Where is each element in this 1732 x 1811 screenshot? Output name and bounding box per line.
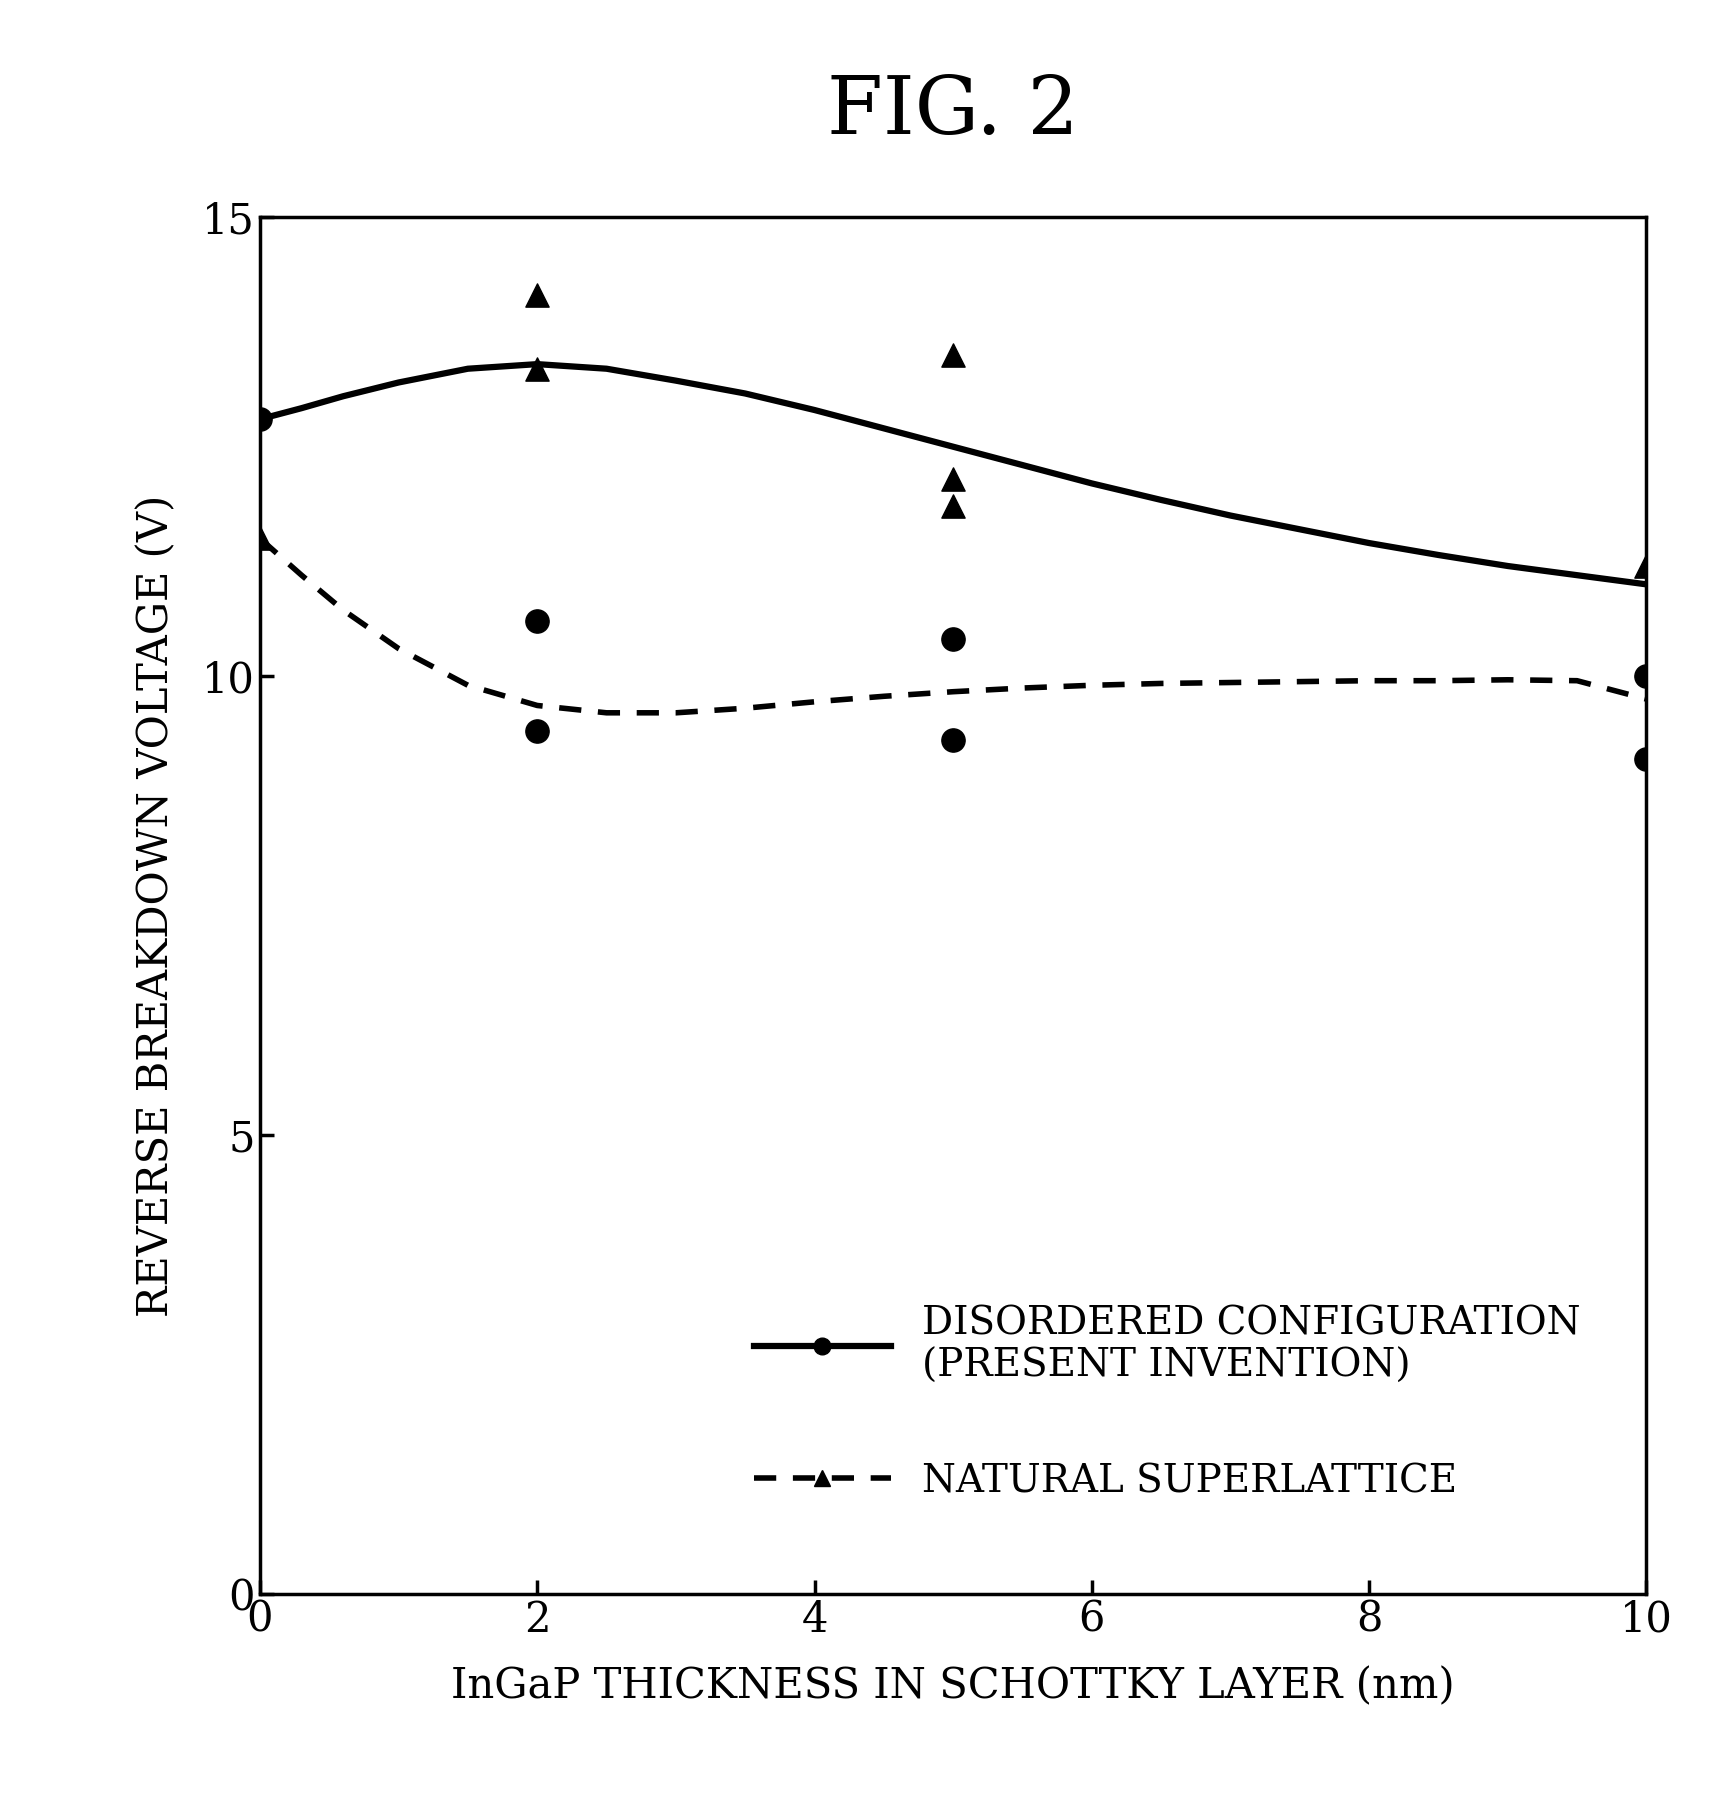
Point bbox=[939, 340, 966, 369]
Point bbox=[939, 464, 966, 493]
Point bbox=[246, 523, 274, 552]
Point bbox=[523, 355, 551, 384]
Point bbox=[523, 717, 551, 746]
Point bbox=[523, 607, 551, 636]
Point bbox=[523, 281, 551, 310]
Legend: DISORDERED CONFIGURATION
(PRESENT INVENTION), NATURAL SUPERLATTICE: DISORDERED CONFIGURATION (PRESENT INVENT… bbox=[707, 1259, 1626, 1547]
X-axis label: InGaP THICKNESS IN SCHOTTKY LAYER (nm): InGaP THICKNESS IN SCHOTTKY LAYER (nm) bbox=[450, 1666, 1455, 1708]
Y-axis label: REVERSE BREAKDOWN VOLTAGE (V): REVERSE BREAKDOWN VOLTAGE (V) bbox=[135, 494, 177, 1317]
Point bbox=[1632, 744, 1659, 773]
Point bbox=[939, 625, 966, 654]
Point bbox=[246, 404, 274, 433]
Point bbox=[1632, 661, 1659, 690]
Point bbox=[939, 726, 966, 755]
Point bbox=[1632, 552, 1659, 581]
Point bbox=[939, 493, 966, 522]
Title: FIG. 2: FIG. 2 bbox=[826, 72, 1079, 150]
